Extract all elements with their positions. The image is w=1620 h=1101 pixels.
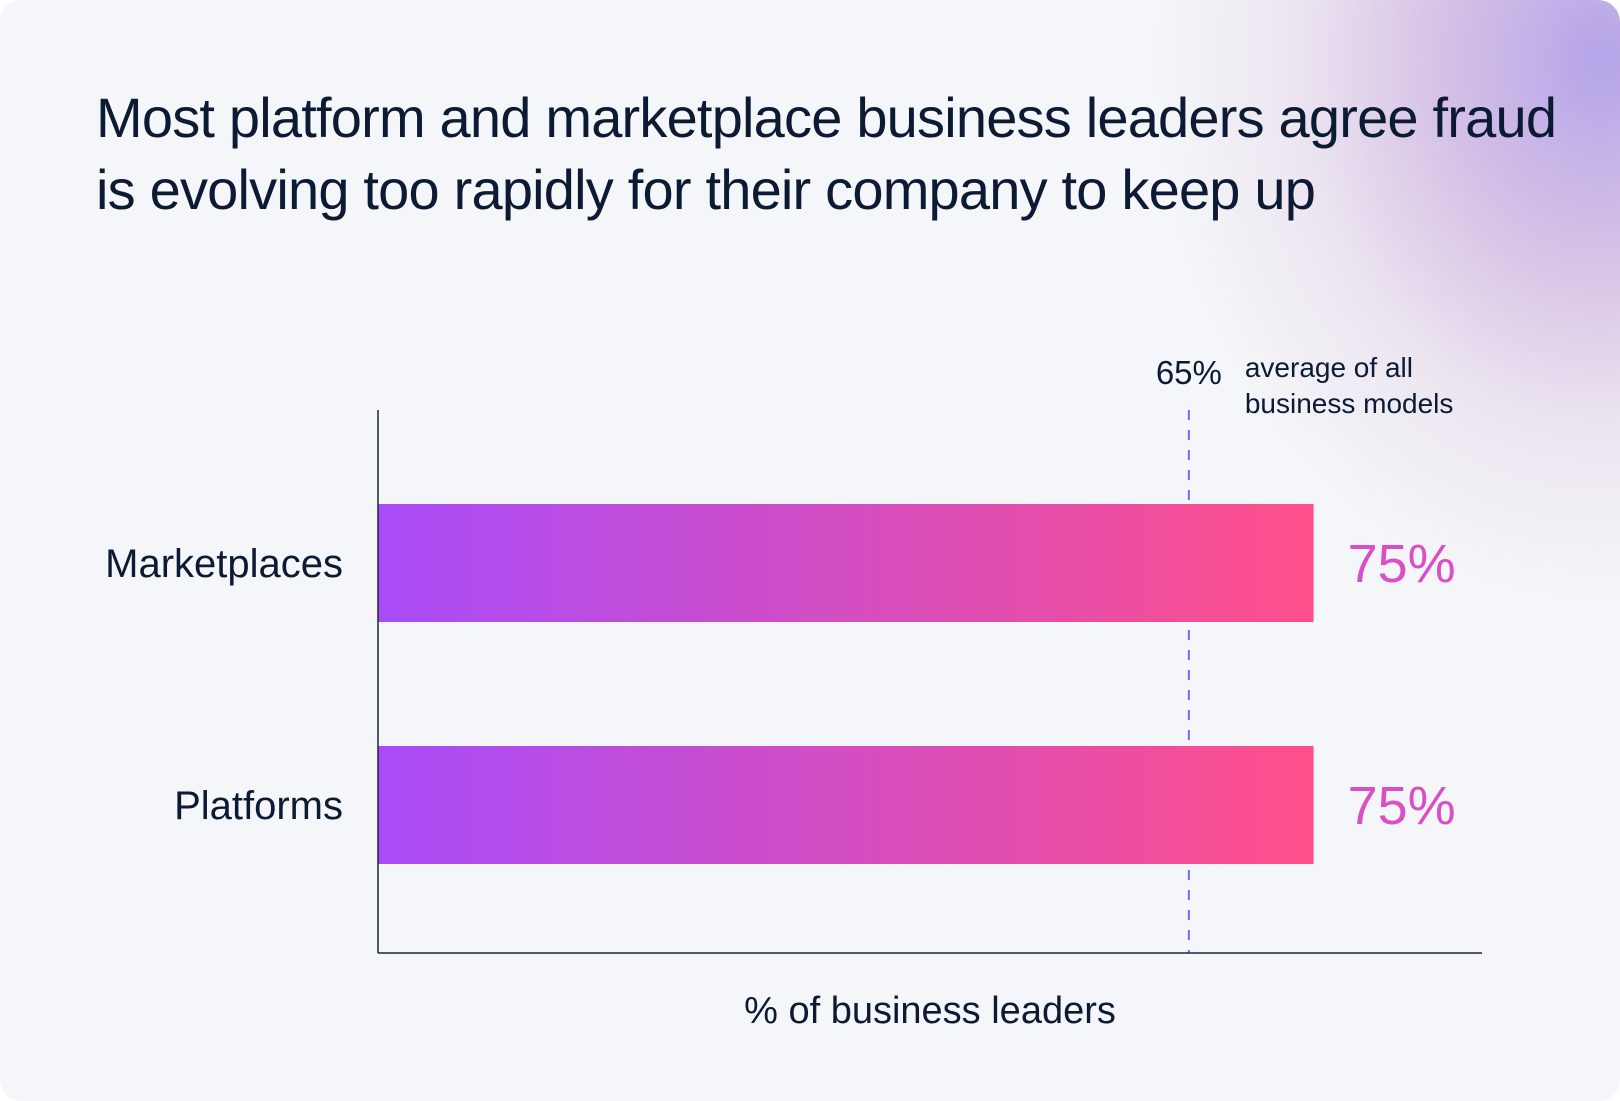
chart-title: Most platform and marketplace business l…	[96, 86, 1557, 221]
average-note-line: business models	[1245, 388, 1454, 419]
category-label: Platforms	[174, 784, 343, 828]
x-axis-label: % of business leaders	[744, 990, 1116, 1032]
bar-value-label: 75%	[1348, 534, 1456, 594]
bar-value-label: 75%	[1348, 776, 1456, 836]
average-value-label: 65%	[1156, 354, 1222, 391]
bar	[378, 746, 1314, 864]
category-label: Marketplaces	[105, 542, 343, 586]
bar	[378, 504, 1314, 622]
average-note-line: average of all	[1245, 352, 1413, 383]
